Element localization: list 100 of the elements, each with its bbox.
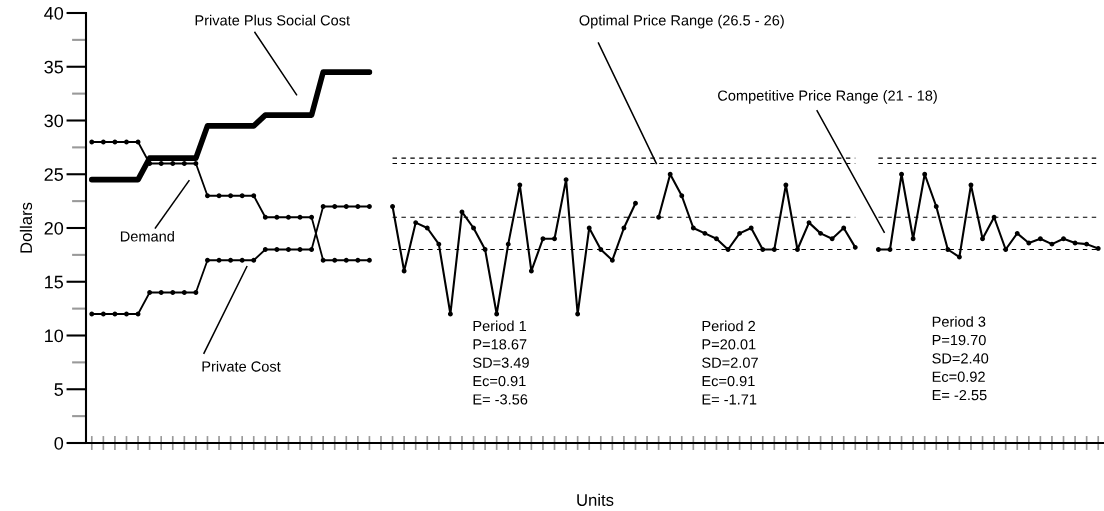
point [471, 225, 476, 231]
point [1014, 230, 1020, 236]
point [89, 139, 95, 145]
point [181, 290, 187, 295]
annotation: Private Plus Social Cost [195, 14, 350, 26]
point [806, 220, 812, 226]
point [100, 139, 106, 145]
point [216, 193, 222, 199]
point [297, 214, 303, 220]
point [852, 244, 858, 250]
point [598, 247, 604, 252]
point [297, 247, 303, 252]
y-tick-label: 20 [44, 221, 64, 235]
point [748, 225, 754, 231]
point [679, 193, 685, 199]
point [390, 204, 395, 209]
point [251, 257, 257, 263]
point [193, 290, 199, 295]
point [1049, 241, 1055, 247]
point [158, 161, 164, 166]
point [899, 171, 904, 177]
point [309, 214, 315, 220]
y-tick-label: 5 [54, 383, 64, 396]
point [656, 214, 662, 220]
point [205, 257, 210, 263]
point [922, 171, 928, 177]
point [690, 225, 696, 231]
y-tick-label: 35 [44, 60, 64, 74]
point [147, 290, 153, 295]
point [609, 257, 615, 263]
point [216, 257, 222, 263]
point [251, 193, 257, 199]
point [517, 182, 523, 188]
point [170, 290, 176, 295]
point [320, 257, 326, 263]
annotation: Optimal Price Range (26.5 - 26) [579, 14, 784, 29]
point [494, 311, 500, 317]
point [436, 241, 442, 247]
point [181, 161, 187, 166]
y-tick-label: 10 [45, 329, 64, 343]
point [366, 257, 372, 263]
point [1026, 240, 1032, 246]
point [413, 220, 419, 226]
point [366, 204, 372, 209]
point [968, 182, 974, 188]
point [158, 290, 164, 295]
annotation: Private Cost [202, 360, 281, 372]
point [818, 230, 824, 236]
y-tick-label: 0 [54, 436, 64, 450]
point [170, 161, 176, 166]
y-tick-label: 15 [45, 275, 64, 289]
point [505, 241, 511, 247]
y-tick-label: 30 [44, 114, 64, 128]
point [875, 247, 881, 252]
annotation: Period 3 P=19.70 SD=2.40 Ec=0.92 E= -2.55 [932, 316, 989, 401]
point [714, 236, 719, 242]
annotation: Period 2 P=20.01 SD=2.07 Ec=0.91 E= -1.71 [702, 320, 758, 405]
point [332, 257, 338, 263]
point [980, 236, 985, 242]
point [552, 236, 557, 242]
point [124, 311, 129, 317]
annotation: Competitive Price Range (21 - 18) [718, 90, 937, 104]
point [1095, 245, 1101, 251]
point [424, 225, 430, 231]
point [575, 311, 581, 317]
point [286, 214, 291, 220]
point [1037, 236, 1043, 242]
point [633, 200, 638, 206]
point [320, 204, 326, 209]
point [910, 236, 916, 242]
point [737, 230, 743, 236]
point [991, 214, 997, 220]
point [702, 230, 708, 236]
point [459, 209, 465, 215]
point [401, 268, 407, 274]
point [124, 139, 129, 145]
point [228, 193, 234, 199]
point [956, 254, 962, 260]
point [309, 247, 315, 252]
point [563, 177, 569, 183]
y-tick-label: 40 [44, 6, 64, 20]
point [528, 268, 534, 274]
point [1084, 241, 1090, 247]
point [933, 204, 939, 209]
point [239, 193, 245, 199]
point [228, 257, 234, 263]
point [100, 311, 106, 317]
point [355, 257, 361, 263]
point [135, 311, 141, 317]
point [829, 236, 835, 242]
point [841, 225, 847, 231]
point [332, 204, 338, 209]
point [783, 182, 789, 188]
y-tick-label: 25 [44, 168, 64, 181]
point [274, 214, 280, 220]
point [112, 139, 118, 145]
point [262, 214, 268, 220]
annotation: Demand [120, 230, 174, 242]
point [1072, 240, 1078, 246]
point [286, 247, 291, 252]
